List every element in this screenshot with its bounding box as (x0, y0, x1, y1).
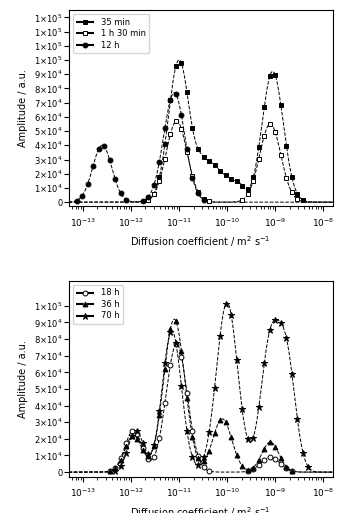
Legend: 35 min, 1 h 30 min, 12 h: 35 min, 1 h 30 min, 12 h (73, 14, 150, 53)
X-axis label: Diffusion coefficient / m$^2$ s$^{-1}$: Diffusion coefficient / m$^2$ s$^{-1}$ (130, 234, 271, 249)
Y-axis label: Amplitude / a.u.: Amplitude / a.u. (18, 340, 28, 418)
Y-axis label: Amplitude / a.u.: Amplitude / a.u. (18, 69, 28, 147)
Legend: 18 h, 36 h, 70 h: 18 h, 36 h, 70 h (73, 285, 123, 324)
X-axis label: Diffusion coefficient / m$^2$ s$^{-1}$: Diffusion coefficient / m$^2$ s$^{-1}$ (130, 505, 271, 513)
